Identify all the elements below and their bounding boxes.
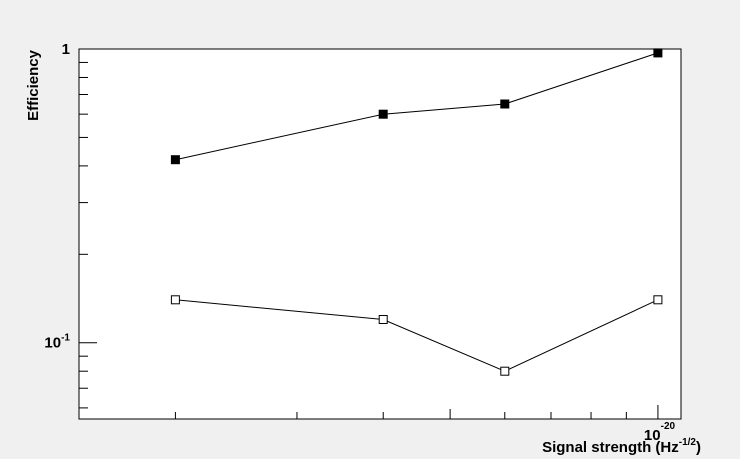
axis-ticks [79, 48, 659, 419]
series-2-point [170, 295, 180, 305]
tick-labels: 1 10-1 10-20 [44, 41, 675, 444]
series-lines [175, 52, 659, 372]
series-1-point [500, 99, 510, 109]
plot-frame [78, 48, 682, 420]
y-tick-label: 1 [62, 41, 70, 58]
data-points [170, 48, 663, 376]
series-1-point [653, 48, 663, 58]
y-tick-label: 10-1 [44, 333, 70, 352]
series-2-point [653, 295, 663, 305]
series-1-point [378, 109, 388, 119]
series-2-point [500, 366, 510, 376]
series-1-line [175, 52, 659, 161]
series-2-line [175, 299, 659, 372]
y-axis-title: Efficiency [25, 49, 42, 121]
x-tick-label: 10-20 [644, 421, 676, 444]
x-axis-title: Signal strength (Hz-1/2) [542, 437, 701, 456]
series-1-point [170, 155, 180, 165]
series-2-point [378, 315, 388, 324]
